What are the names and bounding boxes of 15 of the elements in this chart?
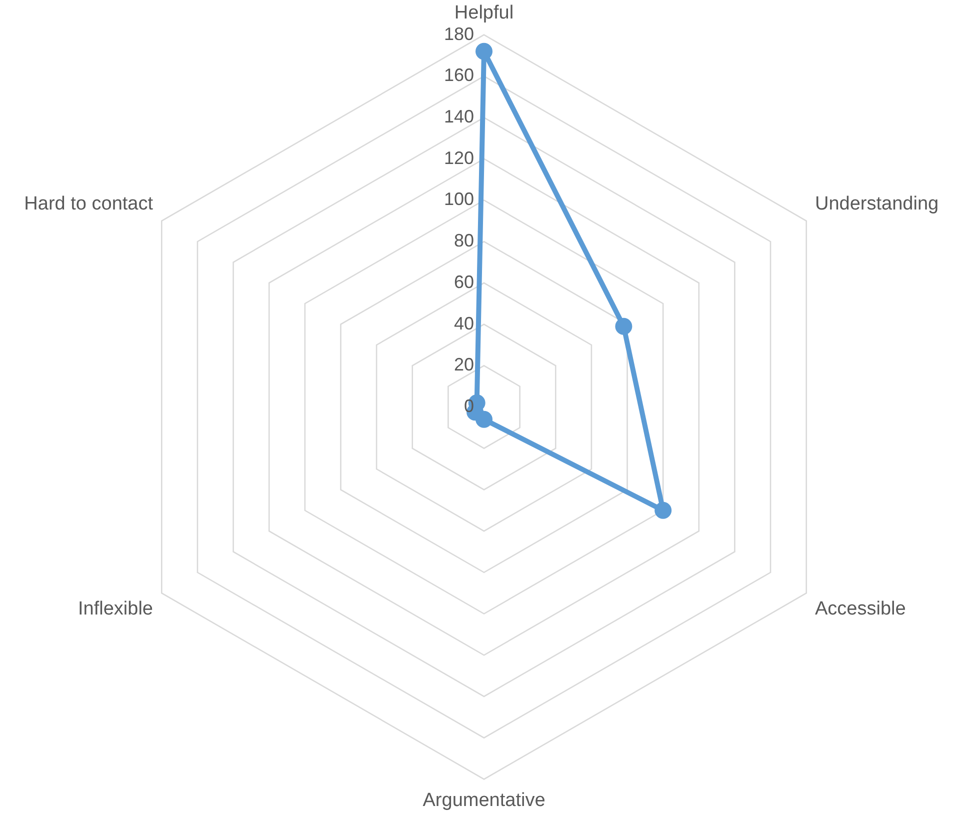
y-tick-label: 160 bbox=[444, 65, 474, 86]
y-tick-label: 20 bbox=[454, 354, 474, 375]
y-tick-label: 120 bbox=[444, 148, 474, 168]
y-tick-label: 100 bbox=[444, 189, 474, 210]
y-tick-label: 80 bbox=[454, 230, 474, 251]
spoke-label: Argumentative bbox=[422, 790, 546, 811]
y-tick-label: 60 bbox=[454, 272, 474, 292]
y-tick-label: 40 bbox=[454, 313, 474, 334]
y-tick-label: 180 bbox=[444, 24, 474, 44]
spoke-label: Inflexible bbox=[78, 598, 154, 620]
spoke-label: Helpful bbox=[454, 2, 514, 24]
y-tick-label: 140 bbox=[444, 106, 474, 126]
spoke-label: Understanding bbox=[814, 194, 939, 215]
spoke-label: Accessible bbox=[814, 598, 906, 620]
spoke-label: Hard to contact bbox=[24, 194, 154, 215]
